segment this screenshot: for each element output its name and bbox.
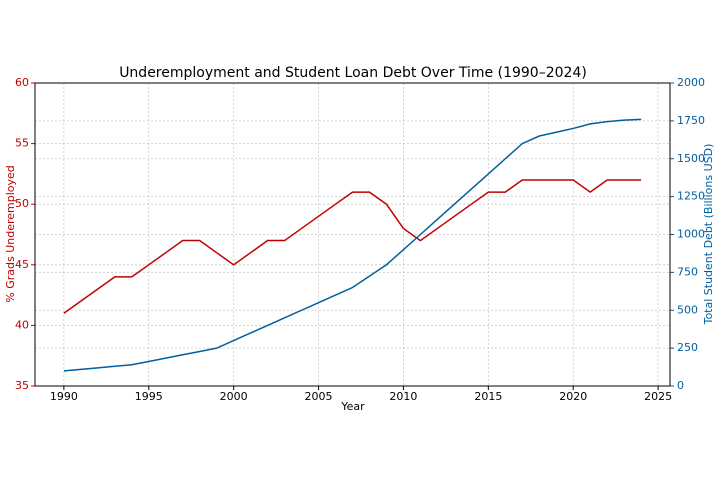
y2-tick-label: 250 <box>677 341 698 354</box>
x-tick-label: 2015 <box>474 390 502 403</box>
y2-axis-label: Total Student Debt (Billions USD) <box>702 144 715 326</box>
y2-tick-label: 750 <box>677 265 698 278</box>
y2-tick-label: 2000 <box>677 76 705 89</box>
x-tick-label: 2010 <box>389 390 417 403</box>
x-tick-label: 1990 <box>50 390 78 403</box>
y-tick-label: 60 <box>15 76 29 89</box>
y-axis-label: % Grads Underemployed <box>4 165 17 303</box>
series-line <box>63 179 642 314</box>
series-line <box>63 118 642 372</box>
y2-tick-label: 500 <box>677 303 698 316</box>
y2-tick-label: 1250 <box>677 190 705 203</box>
y-tick-label: 35 <box>15 379 29 392</box>
y2-tick-label: 1000 <box>677 228 705 241</box>
x-tick-label: 1995 <box>135 390 163 403</box>
y-tick-label: 50 <box>15 197 29 210</box>
x-axis-label: Year <box>340 400 365 413</box>
x-tick-label: 2000 <box>220 390 248 403</box>
y-tick-label: 55 <box>15 137 29 150</box>
chart-title: Underemployment and Student Loan Debt Ov… <box>119 65 587 81</box>
y2-tick-label: 1750 <box>677 114 705 127</box>
y2-tick-label: 1500 <box>677 152 705 165</box>
y-tick-label: 40 <box>15 318 29 331</box>
x-tick-label: 2025 <box>644 390 672 403</box>
x-tick-label: 2005 <box>305 390 333 403</box>
y2-tick-label: 0 <box>677 379 684 392</box>
y-tick-label: 45 <box>15 258 29 271</box>
x-tick-label: 2020 <box>559 390 587 403</box>
